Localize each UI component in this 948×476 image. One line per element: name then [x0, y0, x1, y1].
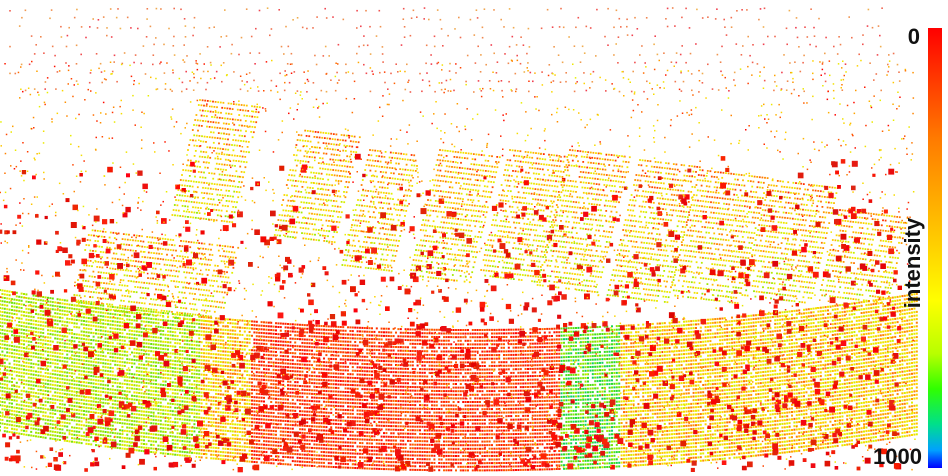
colorbar-max-label: 1000 — [873, 444, 922, 470]
intensity-colorbar — [928, 28, 942, 468]
colorbar-min-label: 0 — [908, 24, 920, 50]
colorbar-title: intensity — [898, 208, 928, 318]
